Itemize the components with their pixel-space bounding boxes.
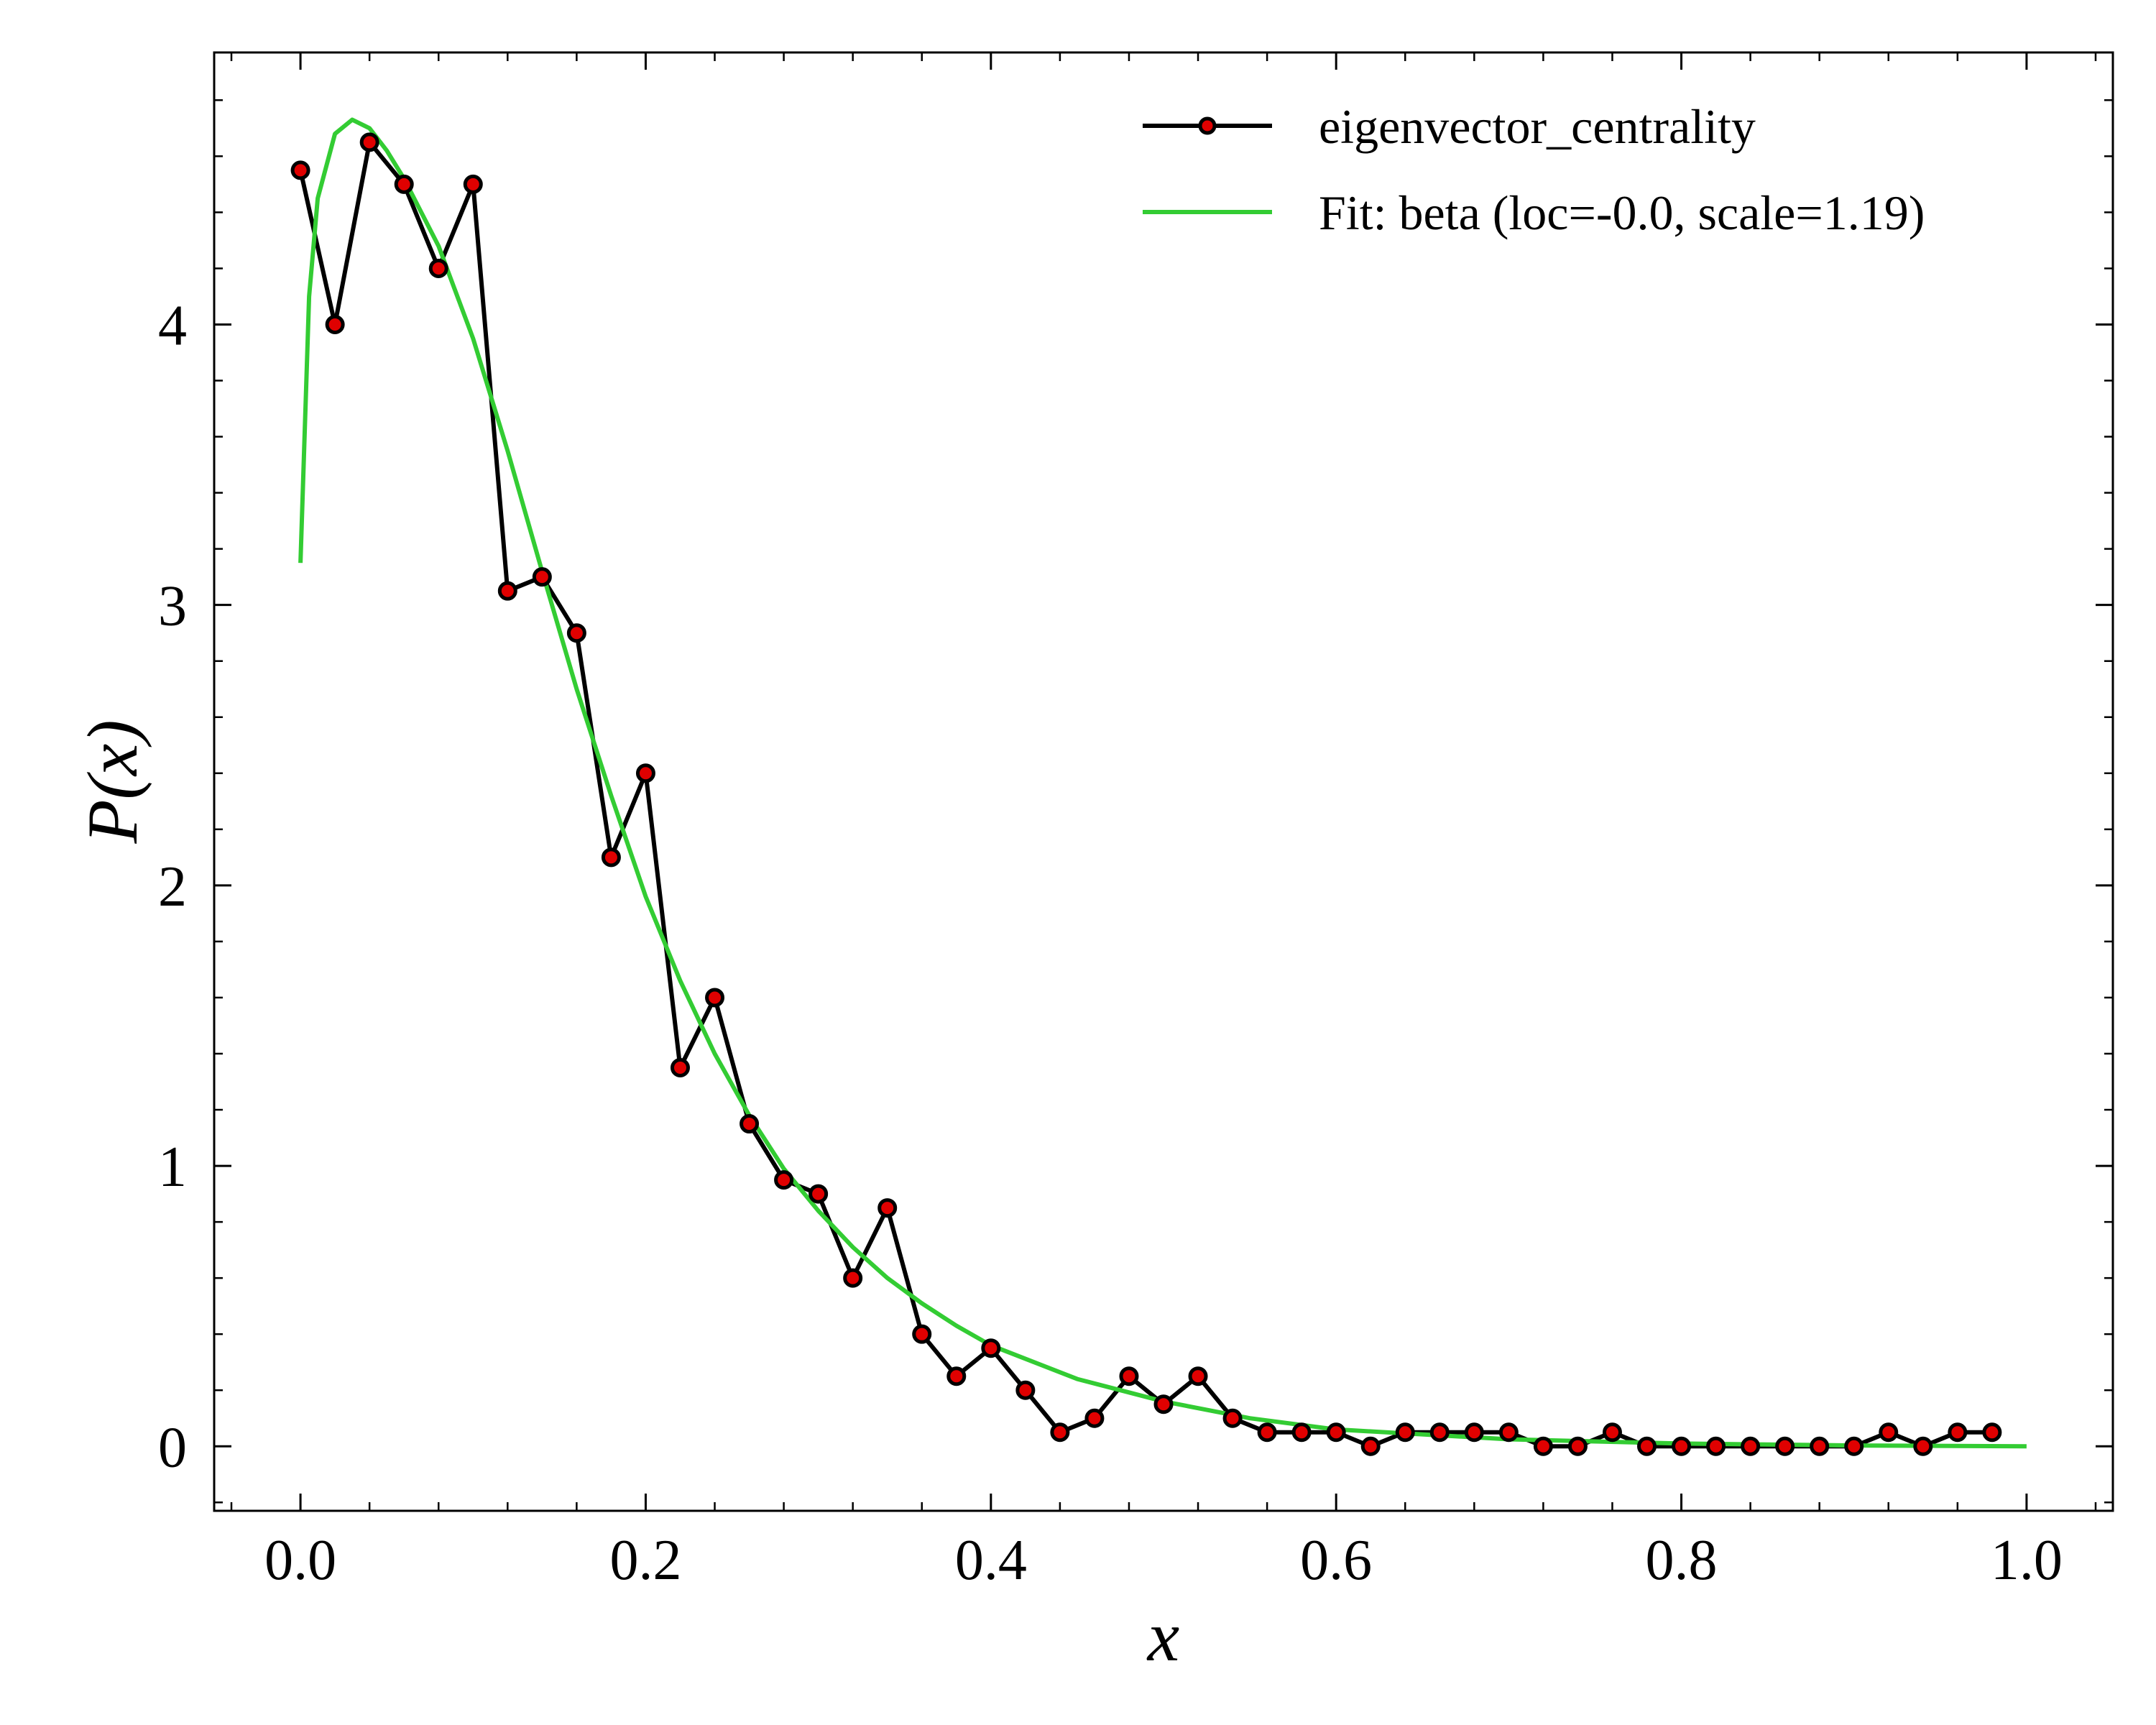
data-point	[1844, 1436, 1864, 1456]
data-point	[601, 847, 621, 868]
data-point	[981, 1338, 1001, 1358]
data-point	[1153, 1394, 1174, 1414]
data-point	[1084, 1408, 1105, 1428]
x-tick-label: 0.8	[1646, 1529, 1718, 1592]
data-point	[774, 1170, 794, 1190]
data-point	[428, 258, 448, 278]
data-point	[1395, 1422, 1415, 1443]
data-point	[566, 623, 586, 643]
data-point	[843, 1268, 863, 1288]
x-tick-label: 0.2	[609, 1529, 681, 1592]
data-point	[1498, 1422, 1519, 1443]
axis-ticks: 0.0 0.2 0.4 0.6 0.8 1.0 0 1 2 3 4	[158, 52, 2113, 1592]
x-tick-label: 0.6	[1300, 1529, 1372, 1592]
data-point	[946, 1366, 967, 1386]
data-point	[325, 314, 345, 334]
y-tick-label: 4	[158, 294, 187, 357]
plot-frame	[213, 51, 2114, 1512]
y-tick-label: 3	[158, 575, 187, 638]
legend-eigenvector-marker	[1198, 116, 1217, 135]
data-point	[1982, 1422, 2002, 1443]
y-tick-label: 2	[158, 855, 187, 919]
data-point	[1291, 1422, 1312, 1443]
data-point	[1706, 1436, 1726, 1456]
data-point	[1810, 1436, 1830, 1456]
data-point	[1429, 1422, 1450, 1443]
data-point	[808, 1184, 829, 1204]
data-point	[1188, 1366, 1208, 1386]
data-point	[497, 581, 517, 601]
series-layer	[290, 117, 2027, 1456]
data-point	[1913, 1436, 1933, 1456]
x-tick-label: 0.4	[955, 1529, 1027, 1592]
data-point	[740, 1114, 760, 1134]
data-point	[1119, 1366, 1139, 1386]
data-point	[394, 174, 414, 194]
y-tick-label: 0	[158, 1416, 187, 1479]
data-point	[1602, 1422, 1622, 1443]
data-point	[1672, 1436, 1692, 1456]
data-point	[1360, 1436, 1381, 1456]
data-point	[359, 132, 379, 152]
data-point	[1567, 1436, 1588, 1456]
data-point	[290, 160, 310, 180]
data-point	[1326, 1422, 1346, 1443]
data-point	[670, 1057, 690, 1077]
data-point	[1948, 1422, 1968, 1443]
data-point	[1775, 1436, 1795, 1456]
data-point	[1257, 1422, 1277, 1443]
legend-eigenvector-label: eigenvector_centrality	[1319, 99, 1756, 154]
legend: eigenvector_centrality Fit: beta (loc=-0…	[1143, 99, 1925, 240]
x-tick-label: 1.0	[1991, 1529, 2063, 1592]
y-axis-label: P(x)	[73, 719, 152, 844]
y-tick-label: 1	[158, 1136, 187, 1199]
data-point	[1222, 1408, 1243, 1428]
data-point	[463, 174, 483, 194]
data-point	[877, 1198, 898, 1218]
data-point	[1879, 1422, 1899, 1443]
data-point	[635, 763, 655, 783]
data-point	[1050, 1422, 1070, 1443]
data-point	[1741, 1436, 1761, 1456]
data-point	[705, 988, 725, 1008]
data-point	[1015, 1380, 1036, 1400]
data-point	[1464, 1422, 1484, 1443]
x-tick-label: 0.0	[264, 1529, 336, 1592]
x-axis-label: x	[1146, 1596, 1179, 1676]
data-point	[1637, 1436, 1657, 1456]
legend-fit-label: Fit: beta (loc=-0.0, scale=1.19)	[1319, 185, 1925, 240]
data-point	[912, 1324, 932, 1344]
data-point	[532, 567, 552, 587]
data-point	[1533, 1436, 1553, 1456]
